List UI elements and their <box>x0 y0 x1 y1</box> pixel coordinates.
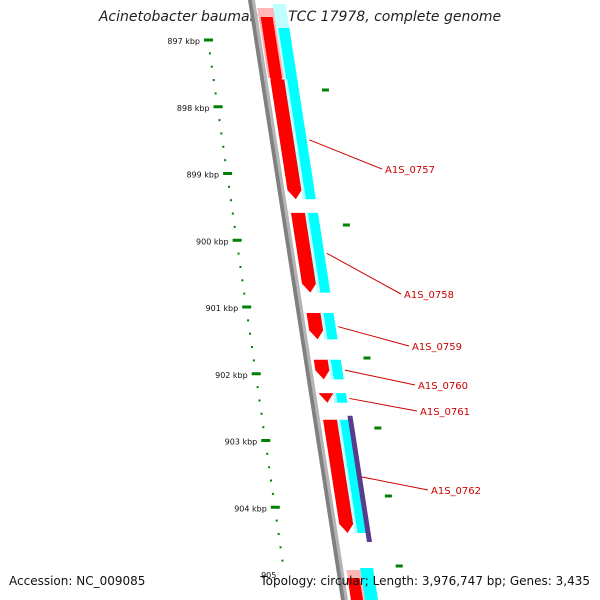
scale-dot <box>229 199 232 202</box>
scale-dot <box>247 319 250 322</box>
scale-tick-label: 903 kbp <box>225 438 258 447</box>
scale-dot <box>262 426 265 429</box>
scale-dot <box>233 225 236 228</box>
gene-label: A1S_0761 <box>420 407 470 418</box>
scale-tick-label: 905 <box>261 571 276 580</box>
gene-label: A1S_0758 <box>404 290 454 301</box>
outer-tick <box>342 223 350 227</box>
cds-other <box>347 415 373 542</box>
scale-tick-label: 899 kbp <box>186 171 219 180</box>
scale-dot <box>220 132 223 135</box>
gene-arrow <box>290 212 316 293</box>
gene-leader-line <box>349 397 418 412</box>
backbone-edge <box>252 0 348 600</box>
scale-tick-label: 897 kbp <box>167 37 200 46</box>
scale-dot <box>279 546 282 549</box>
scale-dot <box>248 332 251 335</box>
gene-label: A1S_0757 <box>385 165 435 176</box>
gene-highlight-edge <box>332 393 338 403</box>
outer-tick <box>363 356 371 360</box>
gene-highlight-edge <box>337 419 358 533</box>
gene-leader-line <box>338 326 410 347</box>
scale-tick <box>270 505 280 509</box>
topology-text: Topology: circular; Length: 3,976,747 bp… <box>260 574 590 588</box>
scale-tick-label: 904 kbp <box>234 504 267 513</box>
backbone <box>248 0 348 600</box>
scale-dot <box>222 145 225 148</box>
scale-dot <box>237 252 240 255</box>
scale-dot <box>256 386 259 389</box>
scale-dot <box>281 559 284 562</box>
scale-dot <box>260 412 263 415</box>
scale-tick-label: 902 kbp <box>215 371 248 380</box>
cds-fragment <box>278 28 299 84</box>
scale-dot <box>231 212 234 215</box>
scale-tick-label: 900 kbp <box>196 237 229 246</box>
accession-text: Accession: NC_009085 <box>9 574 146 588</box>
outer-tick <box>384 494 392 498</box>
scale-tick <box>261 439 271 442</box>
scale-dot <box>268 466 271 469</box>
scale-tick-label: 901 kbp <box>206 304 239 313</box>
scale-dot <box>266 452 269 455</box>
gene-labels: A1S_0757 A1S_0758 A1S_0759 A1S_0760 A1S_0761… <box>309 139 481 497</box>
backbone-line <box>248 0 345 600</box>
scale-dot <box>258 399 261 402</box>
scale-ticks: 897 kbp 898 kbp 899 kbp 900 kbp 901 kbp 902 k… <box>167 37 403 580</box>
gene-highlight <box>337 419 368 533</box>
gene-highlight-edge <box>304 212 321 293</box>
gene-arrow <box>318 393 334 403</box>
gene-leader-line <box>361 476 429 491</box>
scale-tick <box>232 238 242 242</box>
genome-title: Acinetobacter baumannii ATCC 17978, comp… <box>98 9 502 25</box>
cds-features <box>257 4 378 600</box>
gene-label: A1S_0762 <box>431 486 481 497</box>
gene-arrow <box>306 313 324 340</box>
cds-fragment <box>347 578 363 600</box>
scale-dot <box>250 346 253 349</box>
scale-tick <box>223 172 233 175</box>
scale-dot <box>227 185 230 188</box>
outer-tick <box>395 564 403 568</box>
scale-dot <box>224 159 227 162</box>
scale-dot <box>210 65 213 68</box>
scale-dot <box>214 92 217 95</box>
scale-dot <box>239 265 242 268</box>
gene-arrow <box>323 419 354 533</box>
gene-leader-line <box>309 139 383 170</box>
scale-dot <box>243 292 246 295</box>
gene-highlight <box>284 79 316 200</box>
gene-highlight-edge <box>284 79 306 200</box>
scale-tick <box>204 38 213 42</box>
scale-tick <box>213 105 223 109</box>
gene-highlight <box>304 212 331 293</box>
scale-dot <box>212 79 215 82</box>
outer-tick <box>321 88 329 92</box>
scale-dot <box>277 532 280 535</box>
outer-tick <box>374 426 382 430</box>
scale-tick <box>242 305 252 309</box>
gene-highlight-edge <box>327 359 334 380</box>
gene-label: A1S_0759 <box>412 342 462 353</box>
scale-dot <box>271 492 274 495</box>
scale-dot <box>218 119 221 122</box>
gene-leader-line <box>326 252 402 295</box>
cds-fragment <box>360 568 378 600</box>
gene-arrow <box>313 359 330 380</box>
scale-dot <box>241 279 244 282</box>
scale-dot <box>208 52 211 55</box>
cds-fragment <box>260 17 283 87</box>
gene-highlight-edge <box>320 313 328 340</box>
gene-arrow <box>270 79 302 200</box>
scale-dot <box>252 359 255 362</box>
scale-tick-label: 898 kbp <box>177 104 210 113</box>
scale-dot <box>275 519 278 522</box>
gene-label: A1S_0760 <box>418 381 468 392</box>
scale-dot <box>269 479 272 482</box>
gene-leader-line <box>344 369 416 386</box>
scale-tick <box>251 372 261 376</box>
